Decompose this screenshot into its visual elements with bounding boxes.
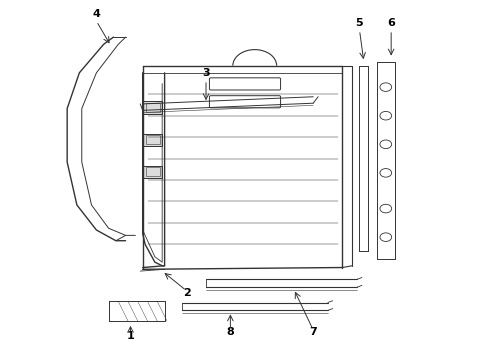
Bar <box>143 134 162 146</box>
Bar <box>146 103 160 112</box>
Bar <box>143 102 162 114</box>
Bar <box>146 167 160 176</box>
Text: 5: 5 <box>356 18 363 28</box>
Bar <box>143 166 162 178</box>
Text: 6: 6 <box>387 18 395 28</box>
Text: 7: 7 <box>309 327 317 337</box>
Text: 1: 1 <box>126 331 134 341</box>
Text: 8: 8 <box>226 327 234 337</box>
Text: 2: 2 <box>183 288 191 298</box>
Text: 3: 3 <box>202 68 210 78</box>
Bar <box>146 135 160 144</box>
Text: 4: 4 <box>93 9 100 19</box>
